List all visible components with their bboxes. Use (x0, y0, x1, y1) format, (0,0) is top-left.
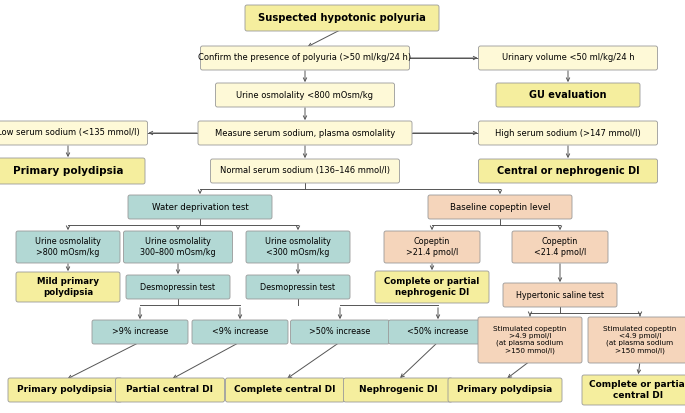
FancyBboxPatch shape (478, 317, 582, 363)
Text: Partial central DI: Partial central DI (127, 385, 214, 394)
FancyBboxPatch shape (290, 320, 390, 344)
Text: Desmopressin test: Desmopressin test (140, 282, 216, 292)
FancyBboxPatch shape (192, 320, 288, 344)
Text: Primary polydipsia: Primary polydipsia (13, 166, 123, 176)
FancyBboxPatch shape (201, 46, 410, 70)
Text: Complete or partial
central DI: Complete or partial central DI (588, 380, 685, 400)
Text: Water deprivation test: Water deprivation test (151, 202, 249, 211)
FancyBboxPatch shape (388, 320, 488, 344)
Text: <9% increase: <9% increase (212, 328, 268, 337)
FancyBboxPatch shape (588, 317, 685, 363)
FancyBboxPatch shape (246, 231, 350, 263)
Text: Urinary volume <50 ml/kg/24 h: Urinary volume <50 ml/kg/24 h (501, 54, 634, 62)
FancyBboxPatch shape (216, 83, 395, 107)
Text: Primary polydipsia: Primary polydipsia (17, 385, 112, 394)
FancyBboxPatch shape (479, 159, 658, 183)
FancyBboxPatch shape (503, 283, 617, 307)
Text: Confirm the presence of polyuria (>50 ml/kg/24 h): Confirm the presence of polyuria (>50 ml… (199, 54, 412, 62)
Text: Urine osmolality
300–800 mOsm/kg: Urine osmolality 300–800 mOsm/kg (140, 237, 216, 257)
Text: Complete or partial
nephrogenic DI: Complete or partial nephrogenic DI (384, 277, 479, 297)
Text: Low serum sodium (<135 mmol/l): Low serum sodium (<135 mmol/l) (0, 128, 139, 138)
Text: Copeptin
>21.4 pmol/l: Copeptin >21.4 pmol/l (406, 237, 458, 257)
FancyBboxPatch shape (123, 231, 232, 263)
Text: Stimulated copeptin
>4.9 pmol/l
(at plasma sodium
>150 mmol/l): Stimulated copeptin >4.9 pmol/l (at plas… (493, 326, 566, 354)
FancyBboxPatch shape (428, 195, 572, 219)
FancyBboxPatch shape (582, 375, 685, 405)
Text: Primary polydipsia: Primary polydipsia (458, 385, 553, 394)
Text: Measure serum sodium, plasma osmolality: Measure serum sodium, plasma osmolality (215, 128, 395, 138)
FancyBboxPatch shape (479, 121, 658, 145)
Text: Central or nephrogenic DI: Central or nephrogenic DI (497, 166, 639, 176)
FancyBboxPatch shape (375, 271, 489, 303)
FancyBboxPatch shape (126, 275, 230, 299)
Text: Urine osmolality
<300 mOsm/kg: Urine osmolality <300 mOsm/kg (265, 237, 331, 257)
FancyBboxPatch shape (116, 378, 225, 402)
Text: GU evaluation: GU evaluation (530, 90, 607, 100)
FancyBboxPatch shape (198, 121, 412, 145)
FancyBboxPatch shape (479, 46, 658, 70)
Text: Stimulated copeptin
<4.9 pmol/l
(at plasma sodium
>150 mmol/l): Stimulated copeptin <4.9 pmol/l (at plas… (603, 326, 677, 354)
Text: Mild primary
polydipsia: Mild primary polydipsia (37, 277, 99, 297)
Text: Nephrogenic DI: Nephrogenic DI (359, 385, 438, 394)
FancyBboxPatch shape (245, 5, 439, 31)
FancyBboxPatch shape (128, 195, 272, 219)
FancyBboxPatch shape (448, 378, 562, 402)
FancyBboxPatch shape (16, 231, 120, 263)
FancyBboxPatch shape (92, 320, 188, 344)
Text: >50% increase: >50% increase (310, 328, 371, 337)
FancyBboxPatch shape (0, 121, 147, 145)
Text: Hypertonic saline test: Hypertonic saline test (516, 290, 604, 299)
FancyBboxPatch shape (16, 272, 120, 302)
Text: High serum sodium (>147 mmol/l): High serum sodium (>147 mmol/l) (495, 128, 641, 138)
Text: Baseline copeptin level: Baseline copeptin level (450, 202, 550, 211)
FancyBboxPatch shape (512, 231, 608, 263)
FancyBboxPatch shape (0, 158, 145, 184)
FancyBboxPatch shape (225, 378, 345, 402)
Text: Complete central DI: Complete central DI (234, 385, 336, 394)
Text: Suspected hypotonic polyuria: Suspected hypotonic polyuria (258, 13, 426, 23)
Text: Normal serum sodium (136–146 mmol/l): Normal serum sodium (136–146 mmol/l) (220, 166, 390, 176)
FancyBboxPatch shape (384, 231, 480, 263)
FancyBboxPatch shape (8, 378, 122, 402)
FancyBboxPatch shape (496, 83, 640, 107)
Text: Copeptin
<21.4 pmol/l: Copeptin <21.4 pmol/l (534, 237, 586, 257)
FancyBboxPatch shape (210, 159, 399, 183)
Text: Urine osmolality
>800 mOsm/kg: Urine osmolality >800 mOsm/kg (35, 237, 101, 257)
Text: >9% increase: >9% increase (112, 328, 168, 337)
Text: Urine osmolality <800 mOsm/kg: Urine osmolality <800 mOsm/kg (236, 90, 373, 100)
Text: Desmopressin test: Desmopressin test (260, 282, 336, 292)
FancyBboxPatch shape (246, 275, 350, 299)
FancyBboxPatch shape (343, 378, 453, 402)
Text: <50% increase: <50% increase (408, 328, 469, 337)
